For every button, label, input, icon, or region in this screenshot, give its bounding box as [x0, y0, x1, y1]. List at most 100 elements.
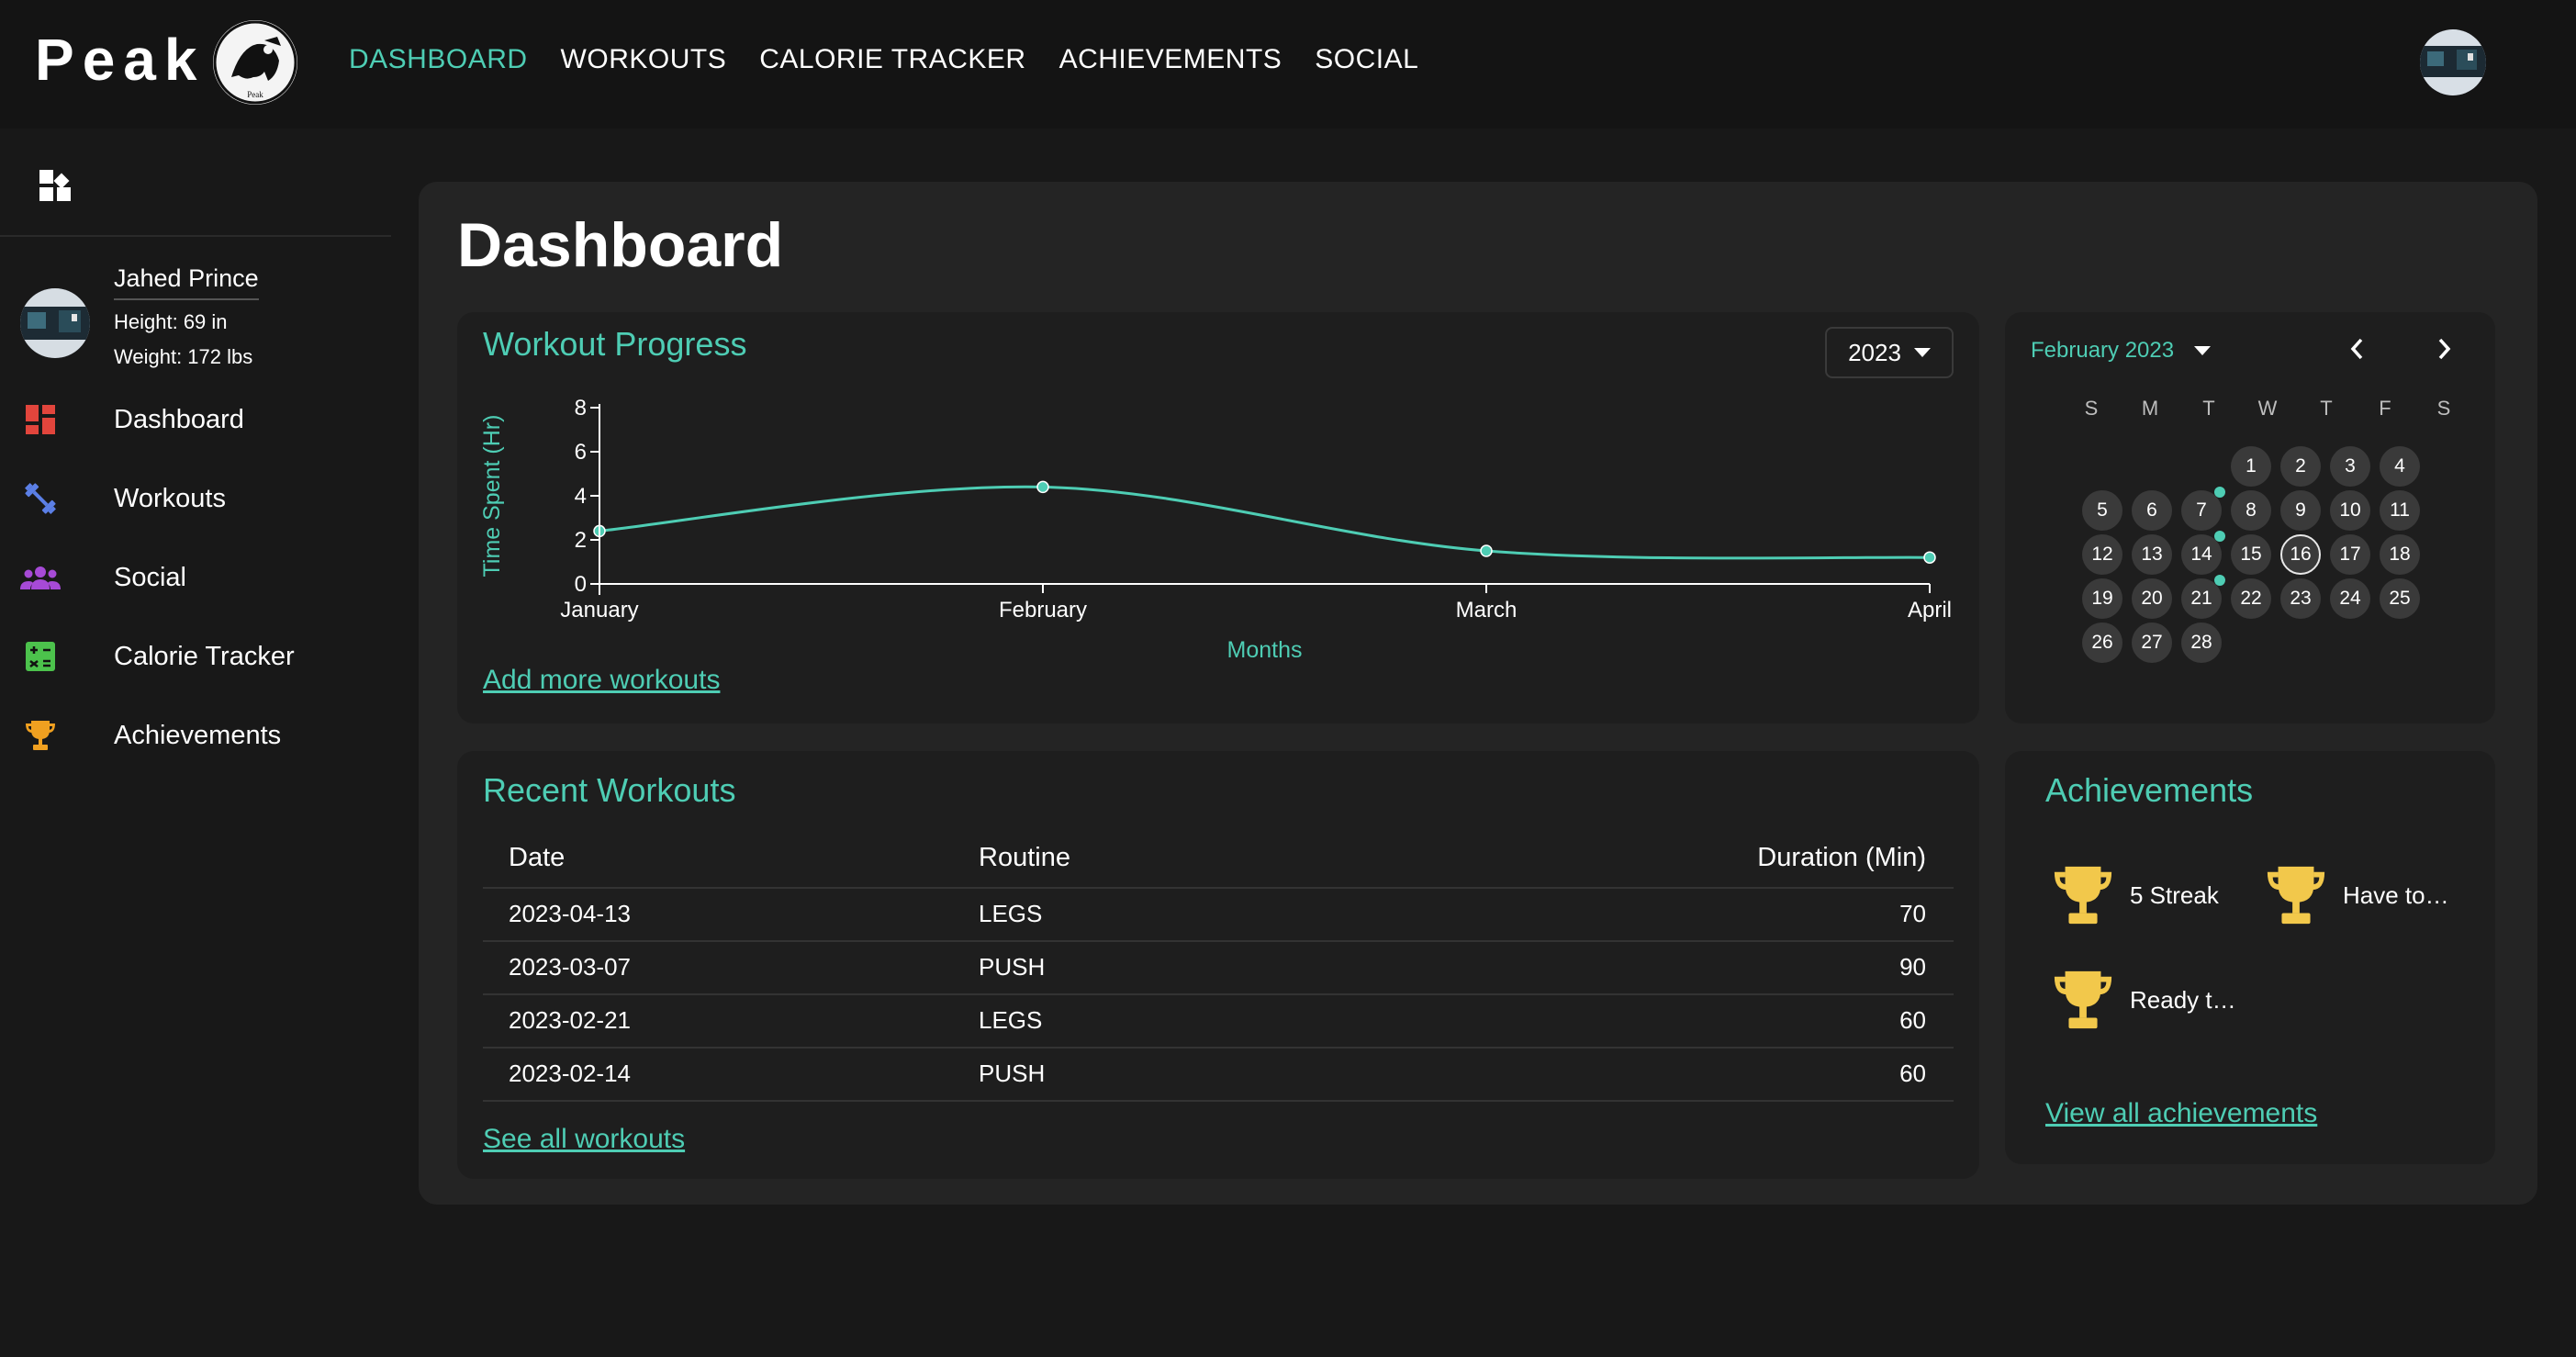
calendar-day[interactable]: 20	[2132, 578, 2172, 619]
sidebar-item-dashboard[interactable]: Dashboard	[20, 397, 244, 443]
calendar-prev-button[interactable]	[2348, 334, 2367, 370]
add-more-workouts-link[interactable]: Add more workouts	[483, 665, 721, 695]
table-cell: 60	[1899, 1060, 1926, 1087]
calendar-day[interactable]: 5	[2082, 490, 2122, 531]
calendar-day[interactable]: 21	[2181, 578, 2222, 619]
table-row[interactable]	[483, 942, 1954, 993]
calendar-day-today[interactable]: 16	[2280, 534, 2321, 575]
weekday-label: M	[2141, 397, 2159, 420]
achievement-label: Ready t…	[2130, 985, 2236, 1014]
table-row-divider	[483, 1047, 1954, 1049]
x-tick-label: April	[1908, 598, 1952, 622]
weekday-label: F	[2379, 397, 2391, 420]
recent-workouts-title: Recent Workouts	[483, 771, 736, 809]
calendar-day[interactable]: 17	[2330, 534, 2370, 575]
sidebar-item-social[interactable]: Social	[20, 555, 186, 600]
year-dropdown[interactable]: 2023	[1825, 327, 1954, 378]
calendar-day[interactable]: 10	[2330, 490, 2370, 531]
calendar-month-select[interactable]: February 2023	[2031, 338, 2212, 364]
table-header-cell: Routine	[979, 843, 1070, 872]
chevron-down-icon	[2194, 346, 2212, 355]
sidebar-item-workouts[interactable]: Workouts	[20, 476, 226, 521]
data-point[interactable]	[1036, 480, 1049, 494]
sidebar-item-label: Achievements	[114, 720, 282, 750]
calendar-day[interactable]: 11	[2380, 490, 2420, 531]
achievement-item[interactable]: 5 Streak	[2051, 863, 2219, 927]
sidebar: Jahed Prince Height: 69 in Weight: 172 l…	[0, 129, 393, 1357]
weekday-label: T	[2320, 397, 2333, 420]
main-nav: DASHBOARD WORKOUTS CALORIE TRACKER ACHIE…	[349, 44, 1418, 75]
y-tick-label: 4	[575, 484, 587, 509]
brand-logo[interactable]: Peak	[213, 20, 297, 105]
trophy-icon	[2267, 866, 2325, 925]
profile-height: Height: 69 in	[114, 310, 228, 333]
data-point[interactable]	[1480, 544, 1493, 557]
calendar-day[interactable]: 4	[2380, 446, 2420, 487]
profile-weight: Weight: 172 lbs	[114, 345, 253, 368]
table-row[interactable]	[483, 1049, 1954, 1100]
top-navigation-bar: Peak Peak DASHBOARD WORKOUTS CALORIE TRA…	[0, 0, 2576, 129]
nav-achievements[interactable]: ACHIEVEMENTS	[1058, 44, 1282, 74]
calendar-day[interactable]: 22	[2231, 578, 2271, 619]
sidebar-item-calorie-tracker[interactable]: Calorie Tracker	[20, 634, 295, 679]
sidebar-item-achievements[interactable]: Achievements	[20, 712, 281, 758]
people-icon	[20, 557, 61, 598]
table-row[interactable]	[483, 889, 1954, 940]
calendar-day[interactable]: 1	[2231, 446, 2271, 487]
workout-indicator-dot	[2214, 575, 2225, 586]
calendar-day[interactable]: 28	[2181, 622, 2222, 663]
x-axis-label: Months	[1227, 637, 1303, 663]
calendar-day[interactable]: 8	[2231, 490, 2271, 531]
x-tick-label: March	[1456, 598, 1518, 622]
calendar-day[interactable]: 24	[2330, 578, 2370, 619]
calendar-day[interactable]: 25	[2380, 578, 2420, 619]
chevron-down-icon	[1913, 348, 1931, 357]
calendar-day[interactable]: 3	[2330, 446, 2370, 487]
workout-progress-title: Workout Progress	[483, 325, 747, 363]
view-all-achievements-link[interactable]: View all achievements	[2045, 1098, 2318, 1128]
sidebar-item-label: Workouts	[114, 483, 226, 513]
weekday-label: T	[2202, 397, 2215, 420]
brand-name[interactable]: Peak	[35, 27, 206, 93]
nav-calorie-tracker[interactable]: CALORIE TRACKER	[759, 44, 1026, 74]
table-cell: 2023-02-14	[509, 1060, 631, 1087]
calendar-day[interactable]: 23	[2280, 578, 2321, 619]
weekday-label: S	[2436, 397, 2451, 420]
table-header-cell: Duration (Min)	[1757, 843, 1926, 872]
calendar-day[interactable]: 19	[2082, 578, 2122, 619]
calendar-day[interactable]: 14	[2181, 534, 2222, 575]
dashboard-toggle-icon[interactable]	[37, 167, 73, 204]
nav-social[interactable]: SOCIAL	[1315, 44, 1419, 74]
nav-workouts[interactable]: WORKOUTS	[560, 44, 727, 74]
calendar-day[interactable]: 18	[2380, 534, 2420, 575]
achievement-item[interactable]: Have to…	[2264, 863, 2449, 927]
profile-avatar[interactable]	[20, 288, 90, 358]
calendar-day[interactable]: 9	[2280, 490, 2321, 531]
see-all-workouts-link[interactable]: See all workouts	[483, 1124, 686, 1154]
calendar-day[interactable]: 13	[2132, 534, 2172, 575]
table-row[interactable]	[483, 995, 1954, 1047]
calendar-day[interactable]: 26	[2082, 622, 2122, 663]
achievements-card	[2005, 751, 2495, 1164]
dashboard-icon	[20, 399, 61, 440]
calendar-next-button[interactable]	[2435, 334, 2453, 370]
user-avatar[interactable]	[2420, 29, 2486, 95]
achievement-label: Have to…	[2343, 880, 2449, 909]
achievement-item[interactable]: Ready t…	[2051, 968, 2236, 1032]
table-cell: 2023-02-21	[509, 1006, 631, 1034]
y-tick-label: 6	[575, 440, 587, 465]
table-header-cell: Date	[509, 843, 566, 872]
page-title: Dashboard	[457, 210, 784, 280]
calendar-day[interactable]: 7	[2181, 490, 2222, 531]
weekday-label: W	[2257, 397, 2278, 420]
calendar-day[interactable]: 27	[2132, 622, 2172, 663]
nav-dashboard[interactable]: DASHBOARD	[349, 44, 528, 74]
calendar-day[interactable]: 12	[2082, 534, 2122, 575]
calendar-day[interactable]: 15	[2231, 534, 2271, 575]
table-row-divider	[483, 887, 1954, 889]
y-tick-label: 0	[575, 572, 587, 597]
achievements-title: Achievements	[2045, 771, 2254, 809]
calendar-day[interactable]: 6	[2132, 490, 2172, 531]
data-point[interactable]	[1923, 551, 1936, 564]
calendar-day[interactable]: 2	[2280, 446, 2321, 487]
